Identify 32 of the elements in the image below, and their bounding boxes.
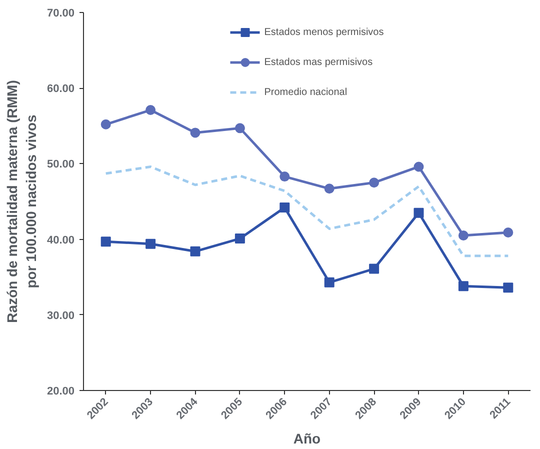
x-axis-title: Año (293, 430, 321, 446)
point (458, 281, 468, 292)
point (503, 282, 514, 293)
legend-label: Estados menos permisivos (264, 26, 384, 38)
point (234, 234, 245, 244)
point (146, 238, 156, 249)
y-tick-label: 20.00 (46, 386, 75, 398)
y-tick-label: 30.00 (46, 310, 75, 322)
point (234, 123, 245, 134)
y-tick-label: 50.00 (46, 158, 75, 171)
point (324, 184, 334, 194)
point (190, 246, 200, 256)
point (503, 228, 514, 238)
legend-label: Estados mas permisivos (264, 56, 373, 68)
point (369, 264, 380, 274)
y-tick-label: 40.00 (46, 234, 75, 246)
point (190, 128, 200, 138)
point (280, 172, 290, 182)
line-series (104, 165, 510, 258)
y-tick-label: 60.00 (46, 83, 75, 96)
point (414, 208, 424, 218)
point (369, 178, 380, 188)
y-axis-title: Razón de mortalidad materna (RMM) por 100.000 nacidos vivos (4, 80, 39, 323)
point (100, 119, 111, 130)
point (100, 236, 111, 247)
point (324, 277, 334, 288)
point (146, 105, 156, 116)
point (280, 202, 290, 213)
legend-label: Promedio nacional (264, 86, 348, 98)
y-tick-label: 70.00 (46, 8, 75, 20)
point (458, 230, 468, 241)
point (414, 162, 424, 172)
